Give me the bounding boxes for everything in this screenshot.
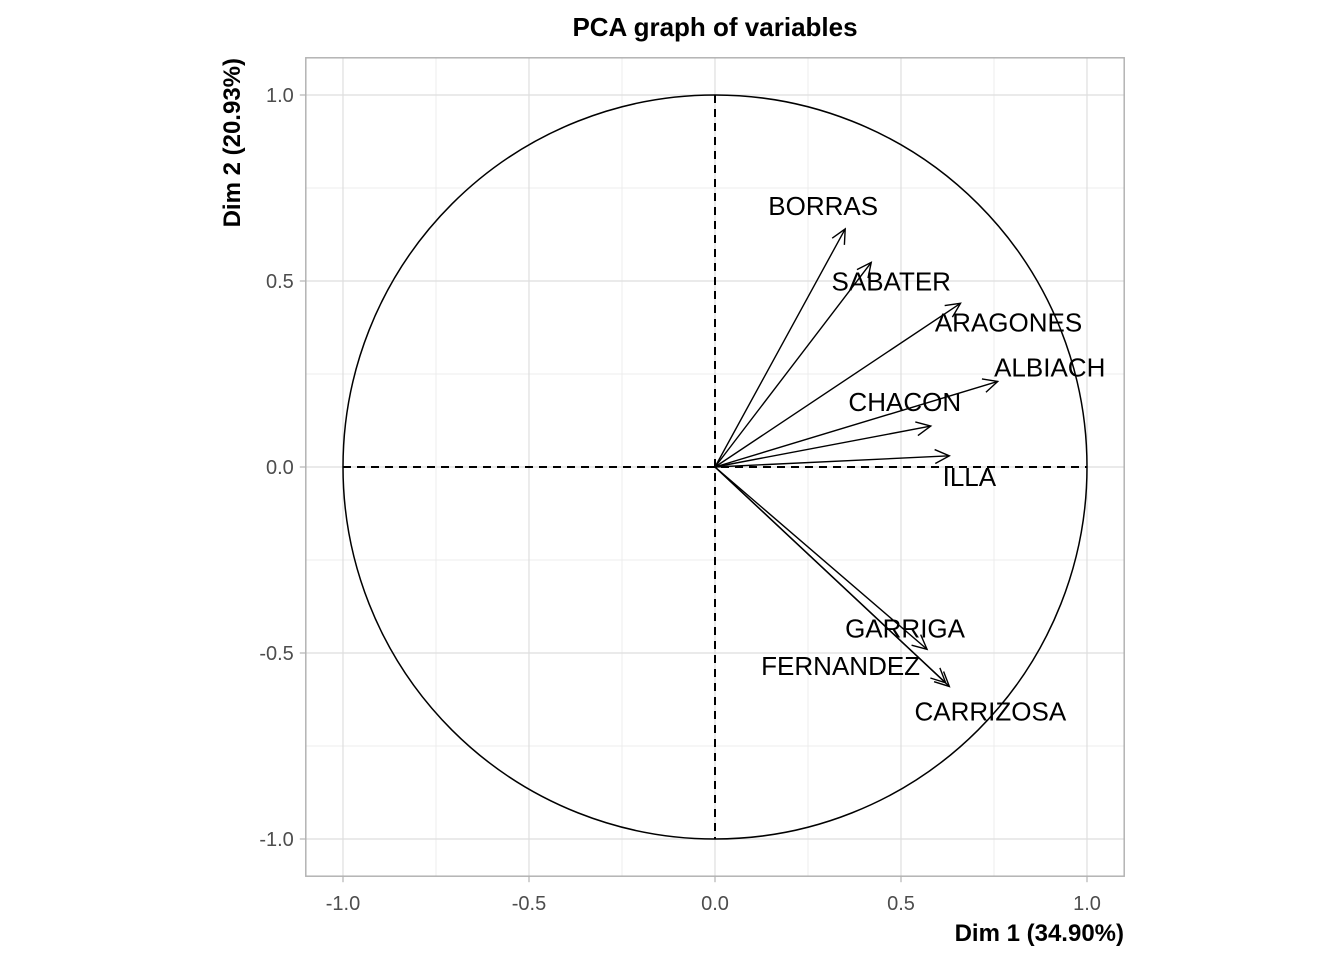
variable-arrows — [714, 227, 1000, 688]
label-aragones: ARAGONES — [935, 307, 1082, 337]
axis-ticks: -1.0 -0.5 0.0 0.5 1.0 -1.0 -0.5 0.0 0.5 1.0 — [259, 85, 1101, 915]
arrow-aragones — [714, 302, 961, 468]
x-tick-label: 0.0 — [701, 893, 729, 915]
arrowhead-aragones — [944, 302, 962, 318]
arrowhead-carrizosa — [933, 671, 951, 688]
label-albiach: ALBIACH — [994, 352, 1105, 382]
arrow-illa — [714, 455, 950, 468]
label-illa: ILLA — [943, 462, 997, 492]
arrow-borras — [714, 228, 846, 468]
arrowhead-chacon — [915, 421, 933, 437]
arrow-carrizosa — [714, 466, 950, 687]
y-tick-label: 1.0 — [266, 85, 294, 107]
y-tick-label: -0.5 — [259, 643, 293, 665]
x-axis-title: Dim 1 (34.90%) — [955, 920, 1124, 947]
x-tick-label: -1.0 — [326, 893, 360, 915]
label-borras: BORRAS — [768, 191, 878, 221]
label-chacon: CHACON — [848, 387, 961, 417]
y-tick-label: -1.0 — [259, 829, 293, 851]
y-tick-label: 0.5 — [266, 271, 294, 293]
arrow-sabater — [714, 261, 872, 468]
label-sabater: SABATER — [832, 266, 951, 296]
arrow-chacon — [714, 425, 931, 468]
chart-title: PCA graph of variables — [572, 12, 857, 42]
arrowhead-illa — [934, 448, 951, 465]
x-tick-label: 0.5 — [887, 893, 915, 915]
arrowhead-sabater — [856, 261, 873, 279]
label-carrizosa: CARRIZOSA — [915, 696, 1067, 726]
variable-labels: BORRAS SABATER ARAGONES ALBIACH CHACON ILLA GA… — [761, 191, 1105, 727]
arrow-garriga — [714, 466, 928, 650]
label-garriga: GARRIGA — [845, 613, 966, 643]
arrow-albiach — [714, 380, 998, 468]
unit-circle — [342, 94, 1088, 840]
arrowhead-garriga — [911, 634, 929, 651]
y-tick-label: 0.0 — [266, 457, 294, 479]
label-fernandez: FERNANDEZ — [761, 651, 920, 681]
arrowhead-albiach — [981, 378, 1000, 393]
x-tick-label: -0.5 — [512, 893, 546, 915]
y-axis-title: Dim 2 (20.93%) — [219, 58, 246, 227]
arrowhead-borras — [831, 227, 846, 245]
x-tick-label: 1.0 — [1073, 893, 1101, 915]
